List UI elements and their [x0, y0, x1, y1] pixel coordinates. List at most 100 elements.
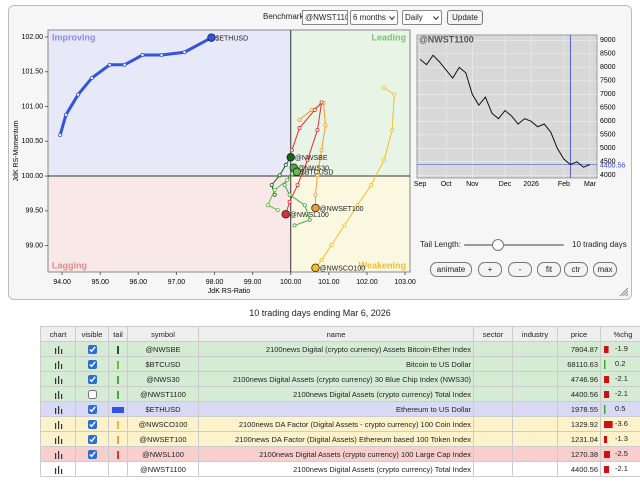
control-button[interactable]: animate — [430, 262, 472, 277]
chg-cell: -2.1 — [600, 386, 640, 402]
control-button[interactable]: - — [508, 262, 532, 277]
price-cell: 1231.04 — [557, 431, 601, 447]
quadrant-label: Improving — [52, 32, 96, 42]
chart-icon — [54, 465, 62, 474]
control-button[interactable]: max — [593, 262, 617, 277]
tail-point — [140, 53, 145, 58]
price-title: @NWST1100 — [419, 34, 474, 44]
name-cell: Ethereum to US Dollar — [198, 401, 474, 417]
chart-icon — [54, 420, 62, 429]
table-row[interactable]: @NWSL100 2100news Digital Assets (crypto … — [40, 446, 640, 462]
chg-value: -2.1 — [615, 389, 628, 399]
tail-point — [297, 126, 302, 131]
tail-point — [269, 183, 274, 188]
visible-checkbox[interactable] — [87, 359, 97, 369]
column-header[interactable]: sector — [473, 326, 513, 342]
visible-checkbox[interactable] — [87, 404, 97, 414]
tail-point — [295, 183, 300, 188]
table-row[interactable]: @NWSET100 2100news DA Factor (Digital Ass… — [40, 431, 640, 447]
tail-slider-track[interactable] — [464, 244, 564, 246]
tail-point — [282, 183, 287, 188]
series-label: @NWSET100 — [319, 206, 363, 213]
table-row[interactable]: @NWSCO100 2100news DA Factor (Digital Ass… — [40, 416, 640, 432]
price-cell: 7804.87 — [557, 341, 601, 357]
tail-point — [107, 62, 112, 67]
visible-checkbox[interactable] — [87, 374, 97, 384]
industry-cell — [512, 461, 558, 477]
control-button[interactable]: fit — [537, 262, 561, 277]
control-button[interactable]: ctr — [564, 262, 588, 277]
visible-checkbox[interactable] — [87, 434, 97, 444]
tail-point — [275, 208, 280, 213]
arrow-path — [433, 16, 439, 21]
icon-bar — [60, 378, 62, 384]
price-cell: 1270.38 — [557, 446, 601, 462]
tail-point — [159, 53, 164, 58]
sector-cell — [473, 401, 513, 417]
sector-cell — [473, 371, 513, 387]
visible-checkbox[interactable] — [87, 344, 97, 354]
column-header[interactable]: price — [557, 326, 601, 342]
column-header[interactable]: industry — [512, 326, 558, 342]
x-tick-label: Sep — [414, 181, 427, 188]
icon-bar — [57, 420, 59, 429]
table-row[interactable]: @NWSBE 2100news Digital (crypto currency)… — [40, 341, 640, 357]
chg-bar — [604, 450, 610, 458]
period-select[interactable]: 6 months — [350, 10, 398, 25]
column-header[interactable]: visible — [75, 326, 109, 342]
tail-point — [302, 203, 307, 208]
visible-checkbox[interactable] — [87, 419, 97, 429]
chg-cell: -1.3 — [600, 431, 640, 447]
table-row[interactable]: $ETHUSD Ethereum to US Dollar 1978.55 0.5 — [40, 401, 640, 417]
series-label: $BTCUSD — [301, 170, 334, 177]
chg-cell: -3.6 — [600, 416, 640, 432]
tail-slider-knob[interactable] — [492, 239, 504, 251]
benchmark-label: Benchmark: — [263, 12, 306, 21]
visible-cell — [75, 356, 109, 372]
update-button[interactable]: Update — [447, 10, 483, 25]
y-tick-label: 8000 — [600, 64, 616, 71]
name-cell: 2100news Digital Assets (crypto currency… — [198, 446, 474, 462]
tail-point — [297, 117, 302, 122]
benchmark-input[interactable]: @NWST1100 — [302, 10, 348, 25]
visible-cell — [75, 401, 109, 417]
tail-length-value: 10 trading days — [572, 240, 627, 249]
chart-area: Improving Leading Lagging Weakening 94.00 95.… — [13, 29, 629, 297]
tail-cell — [108, 416, 128, 432]
icon-bar — [60, 393, 62, 399]
tail-point — [76, 92, 81, 97]
icon-bar — [54, 467, 56, 474]
table-row[interactable]: @NWS30 2100news Digital Assets (crypto cu… — [40, 371, 640, 387]
y-tick-label: 8500 — [600, 51, 616, 58]
column-header[interactable]: %chg — [600, 326, 640, 342]
tail-point — [289, 148, 294, 153]
tail-point — [265, 203, 270, 208]
icon-bar — [54, 452, 56, 459]
tail-point — [58, 133, 63, 138]
table-row[interactable]: @NWST1100 2100news Digital Assets (crypto… — [40, 386, 640, 402]
column-header[interactable]: symbol — [127, 326, 199, 342]
tail-swatch — [117, 375, 119, 384]
visible-checkbox[interactable] — [87, 389, 97, 399]
y-tick-label: 100.50 — [22, 138, 44, 145]
sector-cell — [473, 386, 513, 402]
chg-value: -2.1 — [615, 464, 628, 474]
tail-length-label: Tail Length: — [420, 240, 461, 249]
column-header[interactable]: name — [198, 326, 474, 342]
name-cell: 2100news DA Factor (Digital Assets - cry… — [198, 416, 474, 432]
price-cell: 4400.56 — [557, 386, 601, 402]
column-header[interactable]: chart — [40, 326, 76, 342]
chart-icon — [54, 390, 62, 399]
y-tick-label: 4500 — [600, 159, 616, 166]
visible-cell — [75, 446, 109, 462]
frequency-select[interactable]: Daily — [402, 10, 442, 25]
chg-bar — [604, 390, 610, 398]
x-tick-label: 96.00 — [130, 279, 148, 286]
table-row[interactable]: $BTCUSD Bitcoin to US Dollar 68110.63 0.2 — [40, 356, 640, 372]
column-header[interactable]: tail — [108, 326, 128, 342]
sector-cell — [473, 446, 513, 462]
visible-checkbox[interactable] — [87, 449, 97, 459]
control-button[interactable]: + — [478, 262, 502, 277]
y-tick-label: 9000 — [600, 37, 616, 44]
table-row[interactable]: @NWST1100 2100news Digital Assets (crypto… — [40, 461, 640, 477]
